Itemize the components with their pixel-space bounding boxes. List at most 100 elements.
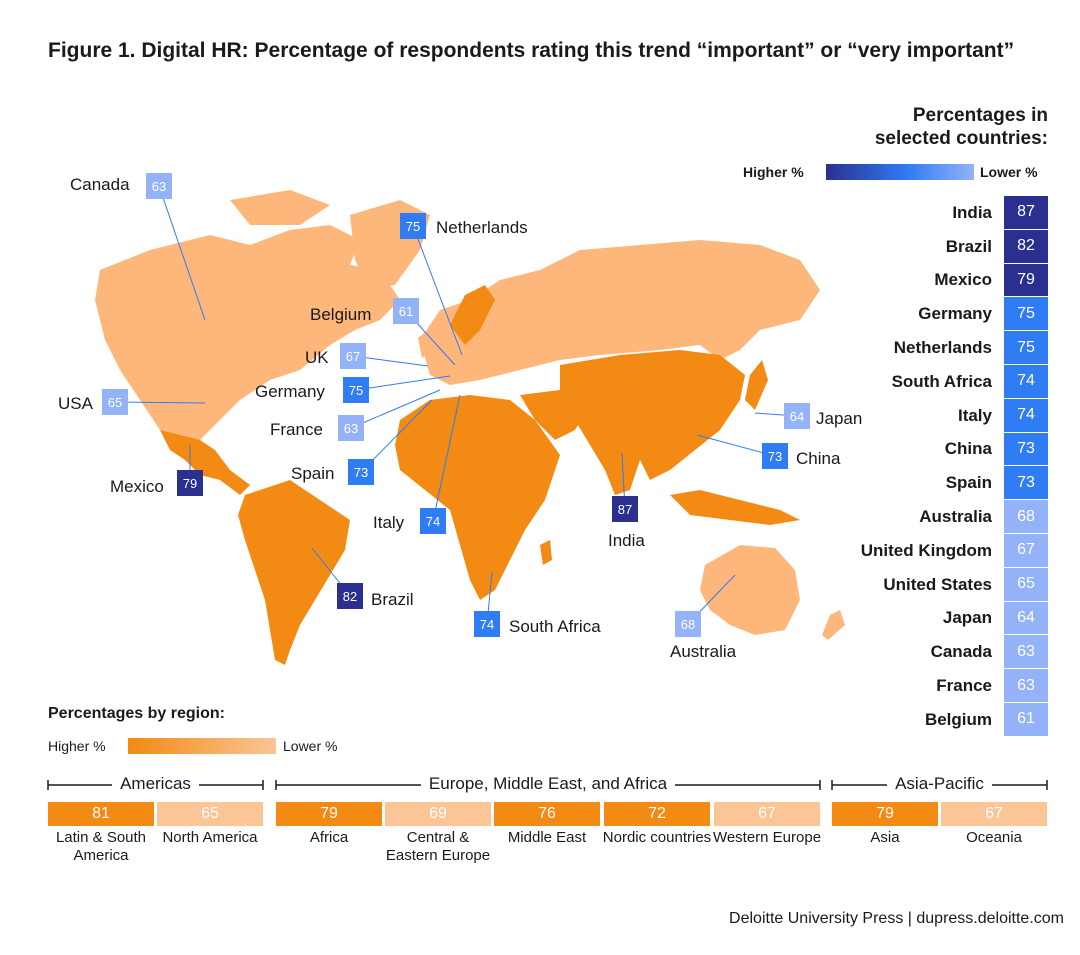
- country-name: Brazil: [945, 236, 992, 256]
- region-value-cell: 81: [48, 802, 154, 826]
- country-row: United States 65: [788, 567, 1048, 602]
- region-value-cell: 79: [276, 802, 382, 826]
- region-value-cell: 72: [604, 802, 710, 826]
- chart-title: Figure 1. Digital HR: Percentage of resp…: [48, 39, 1015, 62]
- country-value: 79: [1004, 263, 1048, 298]
- country-row: Spain 73: [788, 466, 1048, 501]
- country-gradient-bar: [826, 164, 974, 180]
- country-name: United States: [883, 574, 992, 594]
- marker-box-germany: [343, 377, 369, 403]
- land-north-america: [95, 225, 400, 445]
- land-africa: [395, 395, 560, 600]
- marker-value-south-africa: 74: [480, 617, 494, 632]
- region-value-cell: 69: [385, 802, 491, 826]
- country-row: Australia 68: [788, 500, 1048, 534]
- region-name: Nordic countries: [602, 829, 712, 846]
- region-group-label-text: Europe, Middle East, and Africa: [420, 774, 676, 793]
- region-name: Africa: [309, 829, 349, 846]
- country-value: 75: [1004, 297, 1048, 332]
- country-name: Spain: [945, 473, 992, 493]
- region-lower-label: Lower %: [283, 738, 338, 754]
- country-name: Germany: [918, 304, 992, 324]
- leader-line-netherlands: [412, 225, 463, 356]
- country-name: China: [944, 439, 992, 459]
- country-name: Italy: [957, 405, 992, 425]
- region-name: Middle East: [507, 829, 587, 846]
- country-name: Australia: [919, 507, 992, 527]
- marker-label-italy: Italy: [373, 513, 405, 532]
- marker-label-france: France: [270, 420, 323, 439]
- land-eurasia: [420, 240, 820, 385]
- marker-value-spain: 73: [354, 465, 368, 480]
- region-group-label: Europe, Middle East, and Africa: [276, 774, 820, 794]
- country-row: Belgium 61: [788, 702, 1048, 737]
- country-legend-heading: Percentages in selected countries:: [788, 104, 1048, 150]
- land-south-america: [238, 480, 350, 665]
- marker-box-italy: [420, 508, 446, 534]
- region-name: Asia: [870, 829, 900, 846]
- marker-value-italy: 74: [426, 514, 440, 529]
- region-gradient-bar: [128, 738, 276, 754]
- region-group-label-text: Asia-Pacific: [887, 774, 992, 793]
- region-value-cell: 76: [494, 802, 600, 826]
- country-value: 63: [1004, 669, 1048, 703]
- marker-box-australia: [675, 611, 701, 637]
- country-name: Japan: [942, 608, 992, 628]
- country-row: Italy 74: [788, 398, 1048, 433]
- country-row: Japan 64: [788, 601, 1048, 636]
- country-value: 65: [1004, 567, 1048, 602]
- region-legend-heading: Percentages by region:: [48, 705, 225, 722]
- marker-label-spain: Spain: [291, 464, 334, 483]
- country-row: Canada 63: [788, 635, 1048, 670]
- land-scandinavia: [450, 285, 495, 345]
- marker-value-canada: 63: [152, 179, 166, 194]
- land-mexico: [160, 430, 250, 495]
- country-value: 63: [1004, 635, 1048, 670]
- country-value: 73: [1004, 466, 1048, 501]
- country-legend-heading-line2: selected countries:: [874, 128, 1048, 149]
- land-se-asia-islands: [670, 490, 800, 525]
- region-name: Western Europe: [712, 829, 822, 846]
- marker-label-south-africa: South Africa: [509, 617, 601, 636]
- region-name: Oceania: [966, 829, 1022, 846]
- country-markers: 63 Canada 75 Netherlands 61 Belgium 67 UK 75 Germ…: [58, 173, 862, 661]
- country-row: India 87: [788, 196, 1048, 230]
- country-value: 64: [1004, 601, 1048, 636]
- country-row: Netherlands 75: [788, 331, 1048, 365]
- marker-label-netherlands: Netherlands: [436, 218, 528, 237]
- land-asia: [560, 350, 745, 495]
- marker-box-netherlands: [400, 213, 426, 239]
- marker-label-australia: Australia: [670, 642, 737, 661]
- marker-box-china: [762, 443, 788, 469]
- country-name: South Africa: [891, 371, 992, 391]
- marker-value-china: 73: [768, 449, 782, 464]
- leader-line-france: [350, 389, 441, 429]
- country-lower-label: Lower %: [980, 164, 1038, 180]
- leader-line-canada: [158, 185, 206, 321]
- marker-label-mexico: Mexico: [110, 477, 164, 496]
- country-row: Germany 75: [788, 297, 1048, 332]
- country-value: 67: [1004, 533, 1048, 568]
- leader-line-italy: [432, 394, 461, 522]
- land-new-zealand: [822, 610, 845, 640]
- country-row: France 63: [788, 669, 1048, 703]
- marker-box-usa: [102, 389, 128, 415]
- land-australia: [700, 545, 800, 635]
- marker-label-germany: Germany: [255, 382, 325, 401]
- marker-label-india: India: [608, 531, 645, 550]
- country-name: United Kingdom: [860, 540, 992, 560]
- marker-label-belgium: Belgium: [310, 305, 371, 324]
- marker-label-canada: Canada: [70, 175, 130, 194]
- region-value-cell: 67: [941, 802, 1047, 826]
- land-arctic-islands: [230, 190, 330, 225]
- region-higher-label: Higher %: [48, 738, 106, 754]
- marker-box-japan: [784, 403, 810, 429]
- region-name: Central & Eastern Europe: [385, 829, 491, 864]
- region-group-label: Asia-Pacific: [832, 774, 1047, 794]
- marker-label-brazil: Brazil: [371, 590, 414, 609]
- marker-label-usa: USA: [58, 394, 94, 413]
- region-value-cell: 67: [714, 802, 820, 826]
- marker-box-mexico: [177, 470, 203, 496]
- country-row: South Africa 74: [788, 364, 1048, 399]
- marker-label-japan: Japan: [816, 409, 862, 428]
